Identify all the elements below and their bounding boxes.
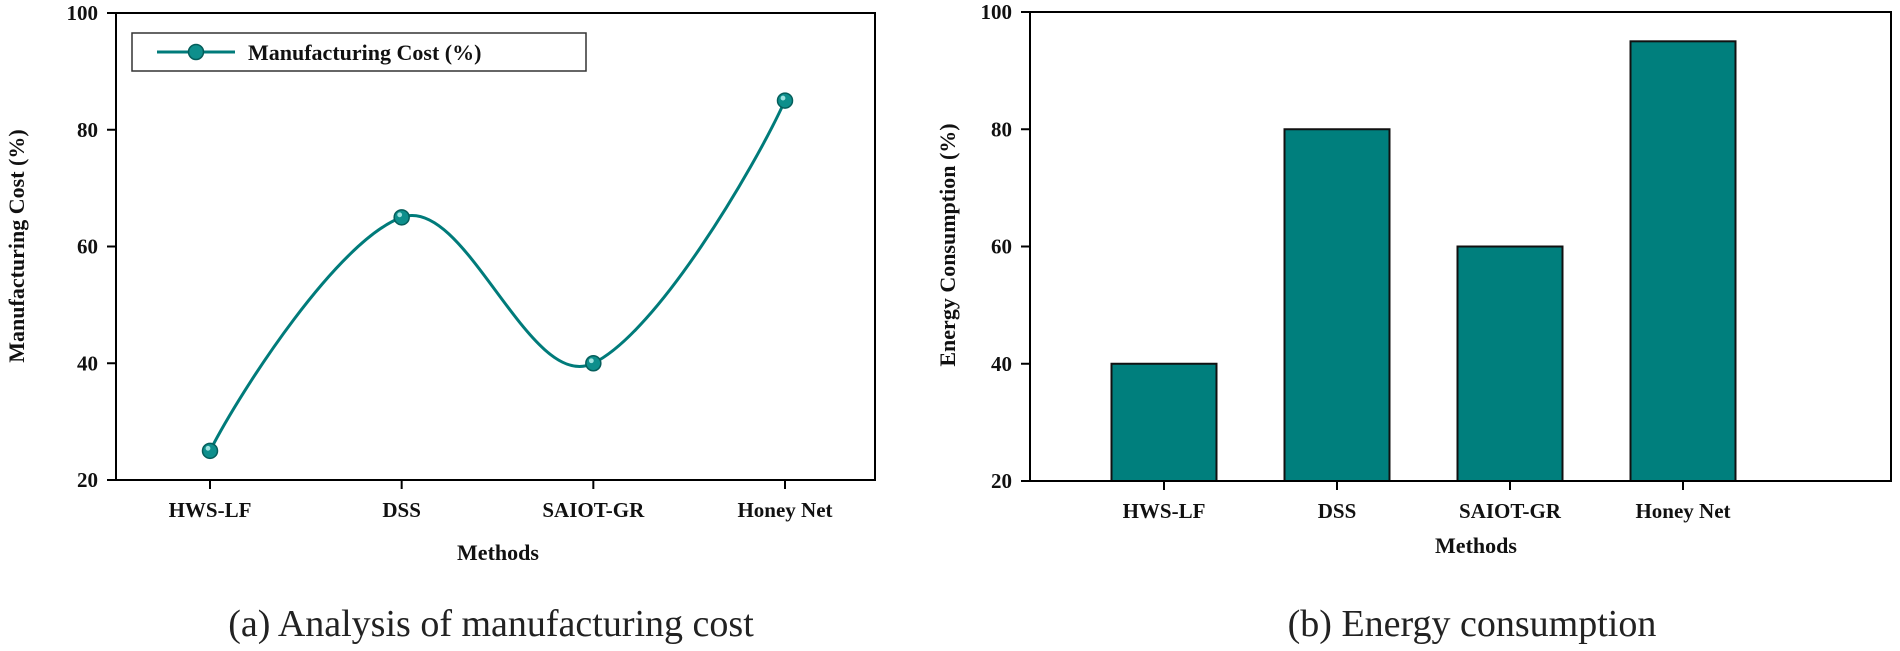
caption-b: (b) Energy consumption (1288, 603, 1657, 645)
line-series (201, 92, 794, 460)
y-tick-label: 20 (991, 469, 1012, 493)
data-point-highlight (780, 95, 786, 101)
data-point-highlight (588, 358, 594, 364)
bar-series (1110, 40, 1737, 482)
x-axis-label: Methods (1435, 533, 1517, 558)
x-tick-label-dss: DSS (1318, 499, 1357, 523)
y-axis-ticks: 20 40 60 80 100 (67, 1, 116, 492)
legend-label: Manufacturing Cost (%) (248, 40, 481, 65)
legend: Manufacturing Cost (%) (131, 32, 587, 72)
y-tick-label: 60 (991, 235, 1012, 259)
bar-honey-net (1629, 40, 1737, 482)
x-tick-label-dss: DSS (382, 498, 421, 522)
x-tick-label-honey-net: Honey Net (737, 498, 832, 522)
x-tick-label-hws-lf: HWS-LF (1123, 499, 1206, 523)
data-point-highlight (205, 445, 211, 451)
bar-saiot-gr (1456, 245, 1564, 482)
series-line-manufacturing-cost (208, 99, 787, 452)
plot-frame (115, 12, 876, 481)
x-tick-label-honey-net: Honey Net (1635, 499, 1730, 523)
y-tick-label: 60 (77, 235, 98, 259)
x-tick-label-hws-lf: HWS-LF (169, 498, 252, 522)
data-point-saiot-gr (585, 355, 602, 372)
bar-hws-lf (1110, 362, 1218, 482)
legend-marker-swatch (187, 43, 205, 61)
data-point-hws-lf (201, 442, 219, 460)
y-tick-label: 80 (991, 117, 1012, 141)
x-tick-label-saiot-gr: SAIOT-GR (1459, 499, 1562, 523)
y-axis-label: Energy Consumption (%) (935, 123, 960, 366)
panel-b-energy-consumption: 20 40 60 80 100 HWS-LF DSS SAIOT-GR Honey Net M… (935, 0, 1892, 645)
bar-dss (1283, 128, 1391, 482)
x-tick-label-saiot-gr: SAIOT-GR (542, 498, 645, 522)
data-point-highlight (397, 212, 403, 218)
x-axis-label: Methods (457, 540, 539, 565)
data-point-dss (393, 209, 410, 226)
caption-a: (a) Analysis of manufacturing cost (228, 603, 754, 645)
panel-a-manufacturing-cost: 20 40 60 80 100 HWS-LF DSS SAIOT-GR Honey Net M… (4, 1, 876, 645)
y-tick-label: 100 (981, 0, 1013, 24)
y-tick-label: 80 (77, 118, 98, 142)
y-axis-ticks: 20 40 60 80 100 (981, 0, 1030, 493)
y-tick-label: 100 (67, 1, 99, 25)
x-axis-ticks: HWS-LF DSS SAIOT-GR Honey Net (1123, 481, 1731, 523)
data-point-honey-net (776, 92, 794, 109)
x-axis-ticks: HWS-LF DSS SAIOT-GR Honey Net (169, 480, 833, 522)
y-axis-label: Manufacturing Cost (%) (4, 129, 29, 362)
y-tick-label: 40 (991, 352, 1012, 376)
y-tick-label: 40 (77, 351, 98, 375)
y-tick-label: 20 (77, 468, 98, 492)
